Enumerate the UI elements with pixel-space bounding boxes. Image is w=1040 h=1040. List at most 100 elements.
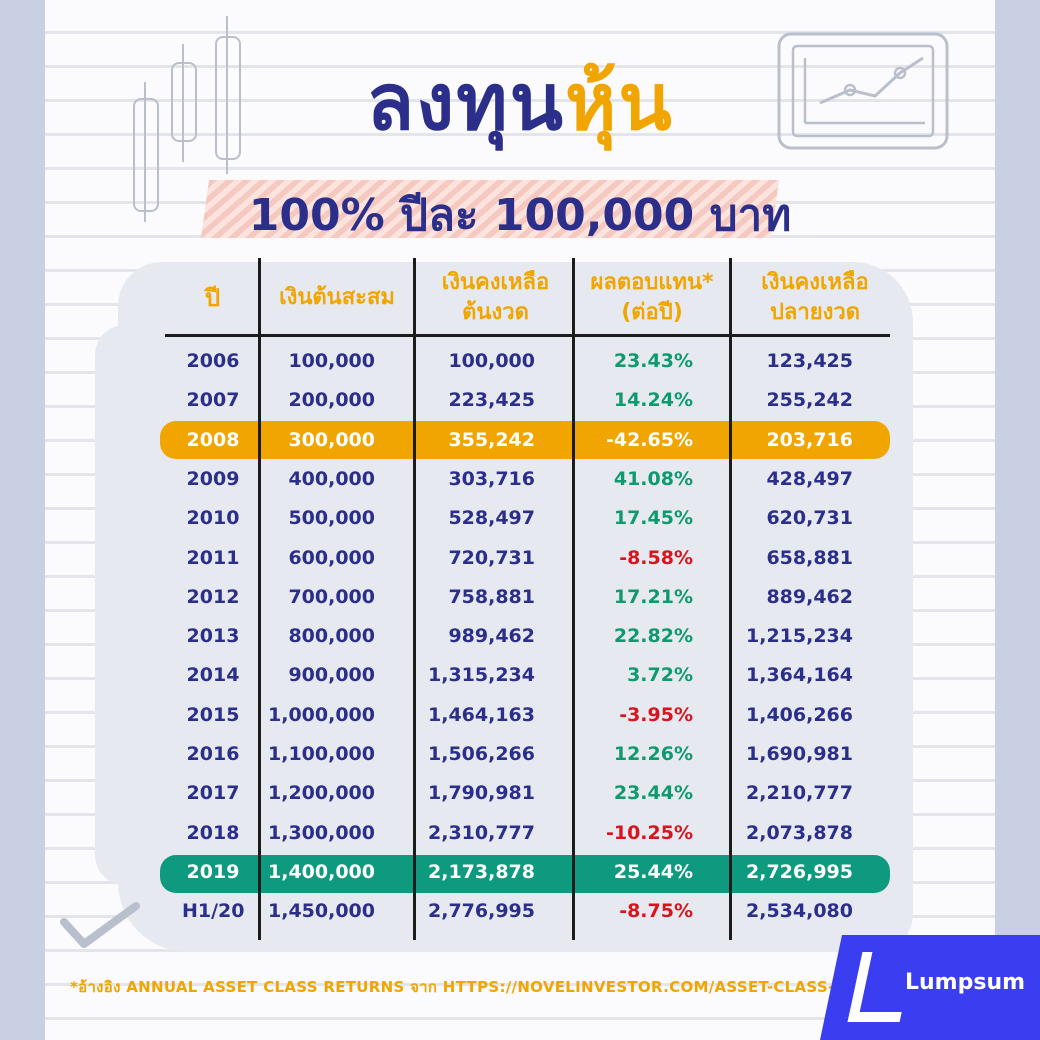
- cell-begin: 1,315,234: [428, 664, 535, 687]
- cell-begin: 989,462: [448, 625, 535, 648]
- table-row: 2019 1,400,000 2,173,878 25.44% 2,726,995: [0, 855, 1040, 889]
- cell-begin: 2,310,777: [428, 821, 535, 844]
- cell-year: 2007: [186, 389, 240, 412]
- highlight-2008: [160, 421, 890, 459]
- cell-accumulated: 500,000: [288, 507, 375, 530]
- cell-return: 12.26%: [613, 743, 693, 765]
- cell-accumulated: 900,000: [288, 664, 375, 687]
- cell-return: -8.75%: [619, 900, 693, 923]
- header-accumulated: เงินต้นสะสม: [279, 285, 395, 310]
- header-begin-line2: ต้นงวด: [462, 300, 529, 325]
- column-divider: [413, 258, 416, 940]
- cell-year: 2014: [186, 664, 240, 687]
- cell-year: 2018: [186, 821, 240, 844]
- table-row: 2006 100,000 100,000 23.43% 123,425: [0, 344, 1040, 378]
- table-row: 2011 600,000 720,731 -8.58% 658,881: [0, 541, 1040, 575]
- header-return: ผลตอบแทน* (ต่อปี): [577, 268, 727, 328]
- cell-end: 658,881: [766, 546, 853, 569]
- cell-end: 203,716: [766, 428, 853, 451]
- cell-begin: 1,506,266: [428, 743, 535, 765]
- cell-accumulated: 1,300,000: [268, 821, 375, 844]
- cell-year: 2016: [186, 743, 240, 765]
- cell-year: 2010: [186, 507, 240, 530]
- subtitle: 100% ปีละ 100,000 บาท: [248, 190, 792, 241]
- cell-accumulated: 800,000: [288, 625, 375, 648]
- cell-return: 23.43%: [613, 350, 693, 372]
- cell-begin: 2,776,995: [428, 900, 535, 923]
- cell-end: 889,462: [766, 585, 853, 608]
- cell-end: 1,215,234: [746, 625, 853, 648]
- tablet-chart-icon: [777, 32, 949, 150]
- page-title: ลงทุนหุ้น: [0, 40, 1040, 164]
- table-row: 2018 1,300,000 2,310,777 -10.25% 2,073,878: [0, 816, 1040, 850]
- table-row: 2010 500,000 528,497 17.45% 620,731: [0, 501, 1040, 535]
- header-begin: เงินคงเหลือ ต้นงวด: [418, 268, 573, 328]
- cell-begin: 758,881: [448, 585, 535, 608]
- table-row: 2015 1,000,000 1,464,163 -3.95% 1,406,266: [0, 698, 1040, 732]
- table-row: 2009 400,000 303,716 41.08% 428,497: [0, 462, 1040, 496]
- cell-accumulated: 1,200,000: [268, 782, 375, 805]
- cell-end: 1,690,981: [746, 743, 853, 765]
- header-end-line2: ปลายงวด: [769, 300, 861, 325]
- column-divider: [729, 258, 732, 940]
- table-row: 2007 200,000 223,425 14.24% 255,242: [0, 383, 1040, 417]
- table-row: 2008 300,000 355,242 -42.65% 203,716: [0, 423, 1040, 457]
- header-divider: [165, 334, 890, 337]
- cell-end: 2,534,080: [746, 900, 853, 923]
- column-divider: [572, 258, 575, 940]
- cell-accumulated: 100,000: [288, 350, 375, 372]
- table-row: 2017 1,200,000 1,790,981 23.44% 2,210,777: [0, 776, 1040, 810]
- table-row: 2014 900,000 1,315,234 3.72% 1,364,164: [0, 658, 1040, 692]
- cell-return: -10.25%: [605, 821, 693, 844]
- cell-return: -42.65%: [605, 428, 693, 451]
- cell-end: 255,242: [766, 389, 853, 412]
- cell-begin: 2,173,878: [428, 860, 535, 883]
- table-row: H1/20 1,450,000 2,776,995 -8.75% 2,534,080: [0, 894, 1040, 928]
- cell-year: 2013: [186, 625, 240, 648]
- checkmark-icon: [60, 902, 140, 948]
- cell-begin: 303,716: [448, 467, 535, 490]
- cell-accumulated: 200,000: [288, 389, 375, 412]
- cell-end: 620,731: [766, 507, 853, 530]
- header-return-line1: ผลตอบแทน*: [590, 270, 714, 295]
- cell-accumulated: 1,000,000: [268, 703, 375, 726]
- column-divider: [258, 258, 261, 940]
- header-end: เงินคงเหลือ ปลายงวด: [735, 268, 895, 328]
- cell-return: 22.82%: [613, 625, 693, 648]
- cell-accumulated: 600,000: [288, 546, 375, 569]
- cell-year: 2015: [186, 703, 240, 726]
- cell-begin: 355,242: [448, 428, 535, 451]
- cell-year: 2019: [186, 860, 240, 883]
- cell-begin: 223,425: [448, 389, 535, 412]
- cell-accumulated: 300,000: [288, 428, 375, 451]
- cell-accumulated: 400,000: [288, 467, 375, 490]
- cell-return: -8.58%: [619, 546, 693, 569]
- cell-begin: 1,464,163: [428, 703, 535, 726]
- title-part-2: หุ้น: [564, 58, 674, 148]
- cell-accumulated: 700,000: [288, 585, 375, 608]
- cell-end: 1,406,266: [746, 703, 853, 726]
- cell-return: 17.45%: [613, 507, 693, 530]
- cell-return: 3.72%: [627, 664, 693, 687]
- cell-end: 428,497: [766, 467, 853, 490]
- cell-return: 14.24%: [613, 389, 693, 412]
- table-backdrop-edge: [95, 325, 155, 885]
- cell-return: -3.95%: [619, 703, 693, 726]
- cell-return: 25.44%: [613, 860, 693, 883]
- cell-begin: 1,790,981: [428, 782, 535, 805]
- cell-return: 41.08%: [613, 467, 693, 490]
- table-row: 2013 800,000 989,462 22.82% 1,215,234: [0, 619, 1040, 653]
- cell-accumulated: 1,450,000: [268, 900, 375, 923]
- cell-year: 2008: [186, 428, 240, 451]
- header-return-line2: (ต่อปี): [621, 300, 683, 325]
- brand-logo-text: Lumpsum: [905, 970, 1026, 995]
- cell-year: 2006: [186, 350, 240, 372]
- cell-return: 17.21%: [613, 585, 693, 608]
- header-begin-line1: เงินคงเหลือ: [441, 270, 550, 295]
- cell-year: 2011: [186, 546, 240, 569]
- cell-year: 2017: [186, 782, 240, 805]
- table-backdrop: [118, 262, 913, 952]
- cell-end: 2,726,995: [746, 860, 853, 883]
- cell-begin: 720,731: [448, 546, 535, 569]
- cell-end: 2,073,878: [746, 821, 853, 844]
